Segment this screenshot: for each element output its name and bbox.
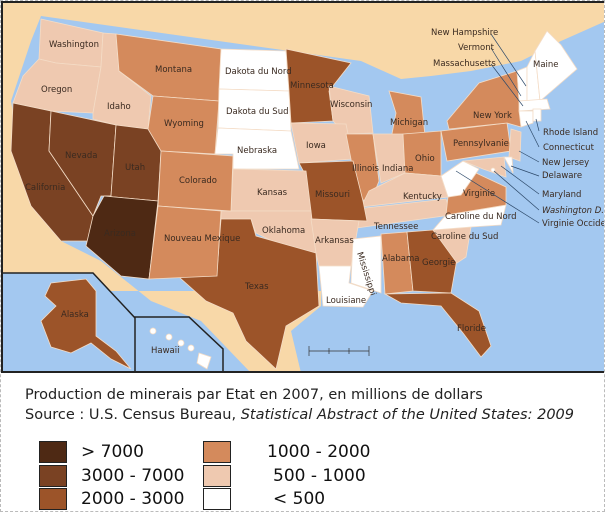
legend-label: 2000 - 3000 [81,489,185,509]
state-new-jersey[interactable] [508,128,522,162]
caption-source-prefix: Source : U.S. Census Bureau, [25,407,241,423]
label-dakota-du-sud: Dakota du Sud [226,107,288,117]
caption-source: Source : U.S. Census Bureau, Statistical… [25,405,574,425]
label-wyoming: Wyoming [164,119,204,129]
label-kansas: Kansas [257,188,288,198]
label-louisiane: Louisiane [326,296,366,306]
label-tennessee: Tennessee [373,222,418,232]
legend-item: 3000 - 7000 [39,465,184,487]
legend-item: < 500 [203,488,325,510]
label-georgie: Georgie [422,258,455,268]
label-michigan: Michigan [390,118,428,128]
label-maryland: Maryland [542,190,581,200]
label-connecticut: Connecticut [543,143,595,153]
scale-bar [308,346,370,356]
state-caroline-du-nord[interactable] [432,204,507,231]
label-caroline-du-nord: Caroline du Nord [445,212,516,222]
label-caroline-du-sud-text: Caroline du Sud [431,232,498,242]
legend-item: 1000 - 2000 [203,441,370,463]
label-washington: Washington [49,40,99,50]
legend-label: 3000 - 7000 [81,466,185,486]
label-washington-dc: Washington D.C. [542,206,605,216]
state-alaska[interactable] [40,278,132,370]
legend-swatch [203,441,231,463]
state-wisconsin[interactable] [328,85,374,135]
label-new-jersey: New Jersey [542,158,589,168]
label-hawaii: Hawaii [151,346,179,356]
legend-swatch [39,465,67,487]
label-arizona: Arizona [104,229,136,239]
label-vermont: Vermont [458,43,495,53]
label-virginie-occidentale: Virginie Occidentale [542,219,605,229]
label-california: California [25,183,65,193]
state-labels: Washington Oregon Idaho Montana Wyoming … [25,28,605,356]
map-caption: Production de minerais par Etat en 2007,… [25,385,574,425]
map-frame [1,1,604,373]
us-choropleth-map: Washington Oregon Idaho Montana Wyoming … [1,1,605,373]
label-new-york: New York [473,111,512,121]
legend-item: > 7000 [39,441,144,463]
state-colorado[interactable] [157,150,234,212]
label-idaho: Idaho [107,102,131,112]
label-texas: Texas [244,282,269,292]
label-arkansas: Arkansas [315,236,354,246]
hawaii-islands [149,327,212,370]
state-mississippi[interactable] [350,235,382,294]
state-massachusetts[interactable] [518,98,551,112]
label-alabama: Alabama [382,254,419,264]
legend-swatch [39,441,67,463]
caption-source-title: Statistical Abstract of the United State… [240,407,574,423]
legend-item: 2000 - 3000 [39,488,184,510]
label-dakota-du-nord: Dakota du Nord [225,67,292,77]
label-kentucky: Kentucky [403,192,442,202]
legend-item: 500 - 1000 [203,465,366,487]
state-louisiane[interactable] [318,265,374,308]
label-virginie: Virginie [463,189,495,199]
label-minnesota: Minnesota [290,81,334,91]
state-floride[interactable] [383,292,492,358]
label-illinois: Illinois [352,164,380,174]
label-pennsylvanie: Pennsylvanie [453,139,509,149]
states-layer [10,18,578,370]
state-connecticut[interactable] [518,110,534,128]
label-oregon: Oregon [41,85,72,95]
state-virginie-occidentale[interactable] [440,160,480,198]
label-nouveau-mexique: Nouveau Mexique [164,234,240,244]
label-missouri: Missouri [315,190,350,200]
state-nouveau-mexique[interactable] [148,205,222,280]
label-floride: Floride [457,324,486,334]
state-delaware[interactable] [503,156,514,174]
label-nevada: Nevada [65,151,97,161]
label-indiana: Indiana [382,164,413,174]
legend-label: > 7000 [81,442,144,462]
legend-swatch [203,488,231,510]
label-montana: Montana [155,65,192,75]
label-colorado: Colorado [179,176,217,186]
state-vermont[interactable] [516,66,528,102]
legend-label: 1000 - 2000 [267,442,371,462]
label-wisconsin: Wisconsin [330,100,372,110]
state-oregon[interactable] [12,58,102,114]
label-delaware: Delaware [542,171,582,181]
label-rhode-island: Rhode Island [543,128,598,138]
caption-title: Production de minerais par Etat en 2007,… [25,387,483,403]
label-nebraska: Nebraska [237,146,277,156]
state-rhode-island[interactable] [532,108,542,122]
label-alaska: Alaska [61,310,89,320]
leader-lines [455,33,540,224]
label-maine: Maine [533,60,559,70]
label-iowa: Iowa [306,141,326,151]
legend-swatch [39,488,67,510]
label-ohio: Ohio [415,154,435,164]
legend-swatch [203,465,231,487]
label-new-hampshire: New Hampshire [431,28,498,38]
label-utah: Utah [125,163,145,173]
label-caroline-du-sud: Caroline du Sud [431,232,498,242]
legend-label: 500 - 1000 [273,466,366,486]
label-massachusetts: Massachusetts [433,59,496,69]
legend-label: < 500 [273,489,326,509]
label-oklahoma: Oklahoma [262,226,305,236]
